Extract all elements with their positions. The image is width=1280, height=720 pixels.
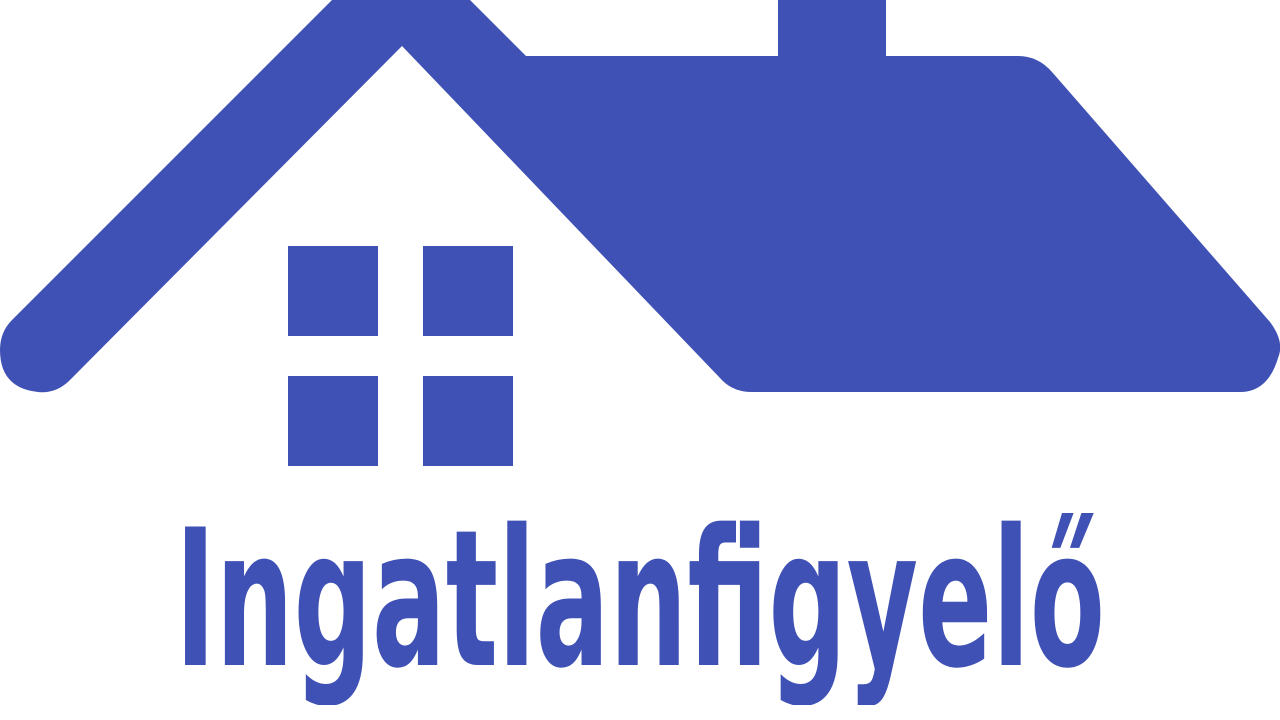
brand-name: Ingatlanfigyelő — [175, 505, 1105, 705]
window-pane-bottom-left — [288, 376, 378, 466]
brand-wordmark: Ingatlanfigyelő — [175, 505, 1105, 705]
window-pane-top-right — [423, 246, 513, 336]
roof-shape — [0, 0, 1280, 393]
window-pane-top-left — [288, 246, 378, 336]
window-pane-bottom-right — [423, 376, 513, 466]
